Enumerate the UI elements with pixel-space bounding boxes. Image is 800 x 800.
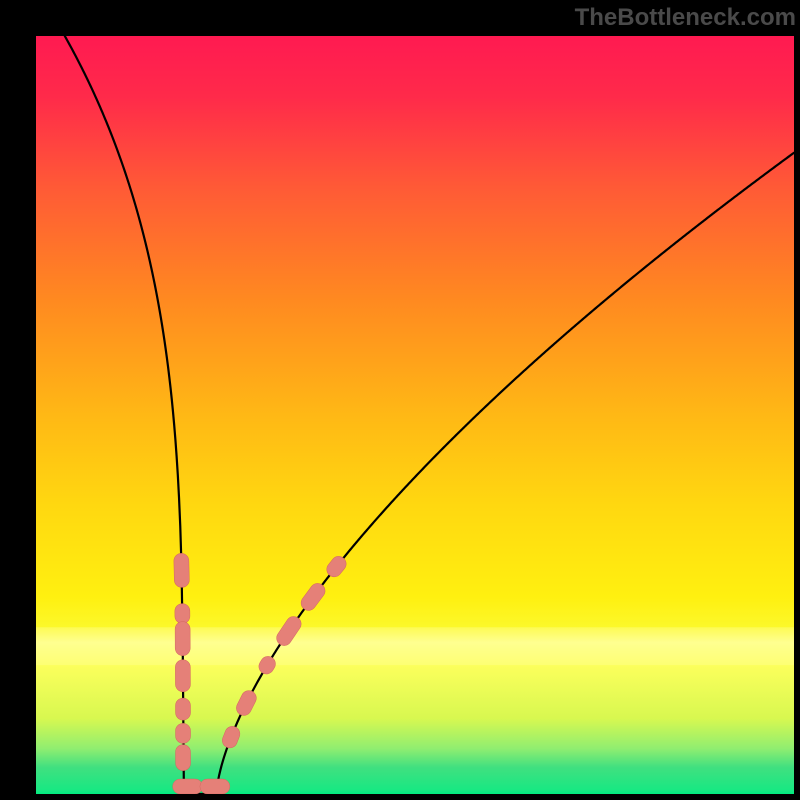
marker-left-4 bbox=[175, 698, 190, 720]
plot-area bbox=[36, 36, 794, 794]
marker-left-5 bbox=[175, 723, 190, 743]
pale-band bbox=[36, 627, 794, 665]
marker-left-2 bbox=[175, 622, 190, 656]
marker-left-3 bbox=[175, 660, 190, 692]
marker-left-1 bbox=[175, 604, 190, 624]
gradient-background bbox=[36, 36, 794, 794]
plot-svg bbox=[36, 36, 794, 794]
marker-bottom-1 bbox=[200, 779, 230, 794]
watermark-text: TheBottleneck.com bbox=[575, 4, 796, 32]
chart-container: TheBottleneck.com bbox=[0, 0, 800, 800]
marker-bottom-0 bbox=[173, 779, 203, 794]
marker-left-6 bbox=[175, 745, 190, 771]
marker-left-0 bbox=[174, 553, 190, 587]
